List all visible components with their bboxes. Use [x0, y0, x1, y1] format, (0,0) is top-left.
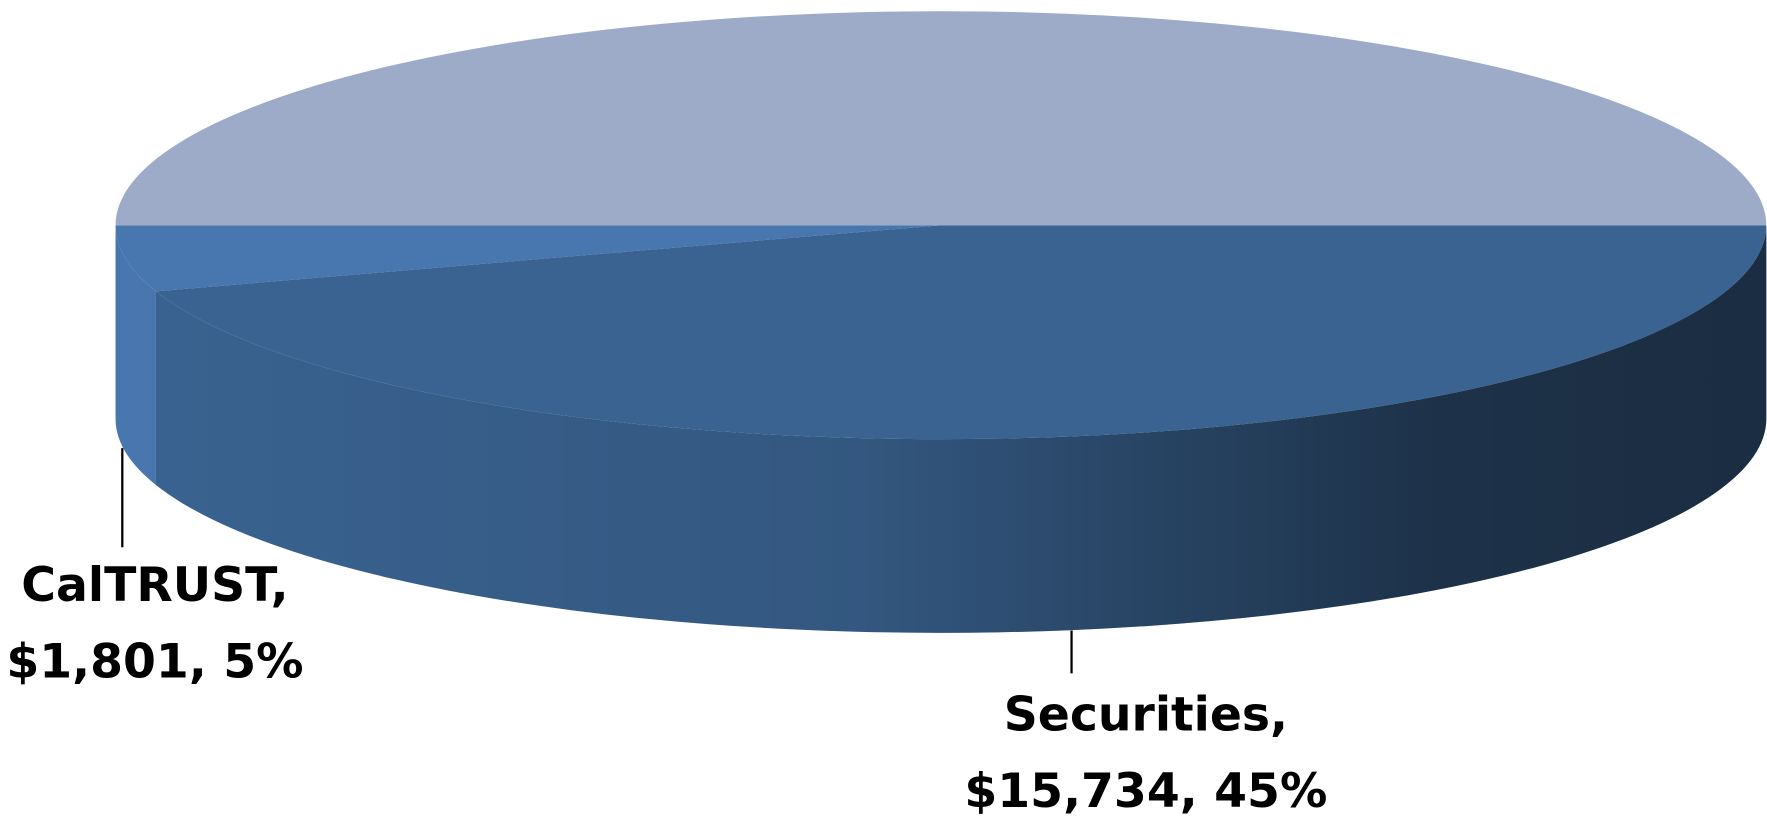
data-label-value: $15,734, 45% [964, 764, 1327, 819]
slice [115, 11, 1767, 226]
data-label-name: Securities, [1004, 687, 1288, 742]
data-label-value: $1,801, 5% [6, 634, 303, 689]
slice [115, 225, 941, 292]
data-label-name: CalTRUST, [21, 558, 288, 613]
slice [155, 225, 1767, 440]
side-shade [155, 225, 1767, 633]
pie [115, 11, 1767, 633]
side-shade [115, 225, 156, 485]
